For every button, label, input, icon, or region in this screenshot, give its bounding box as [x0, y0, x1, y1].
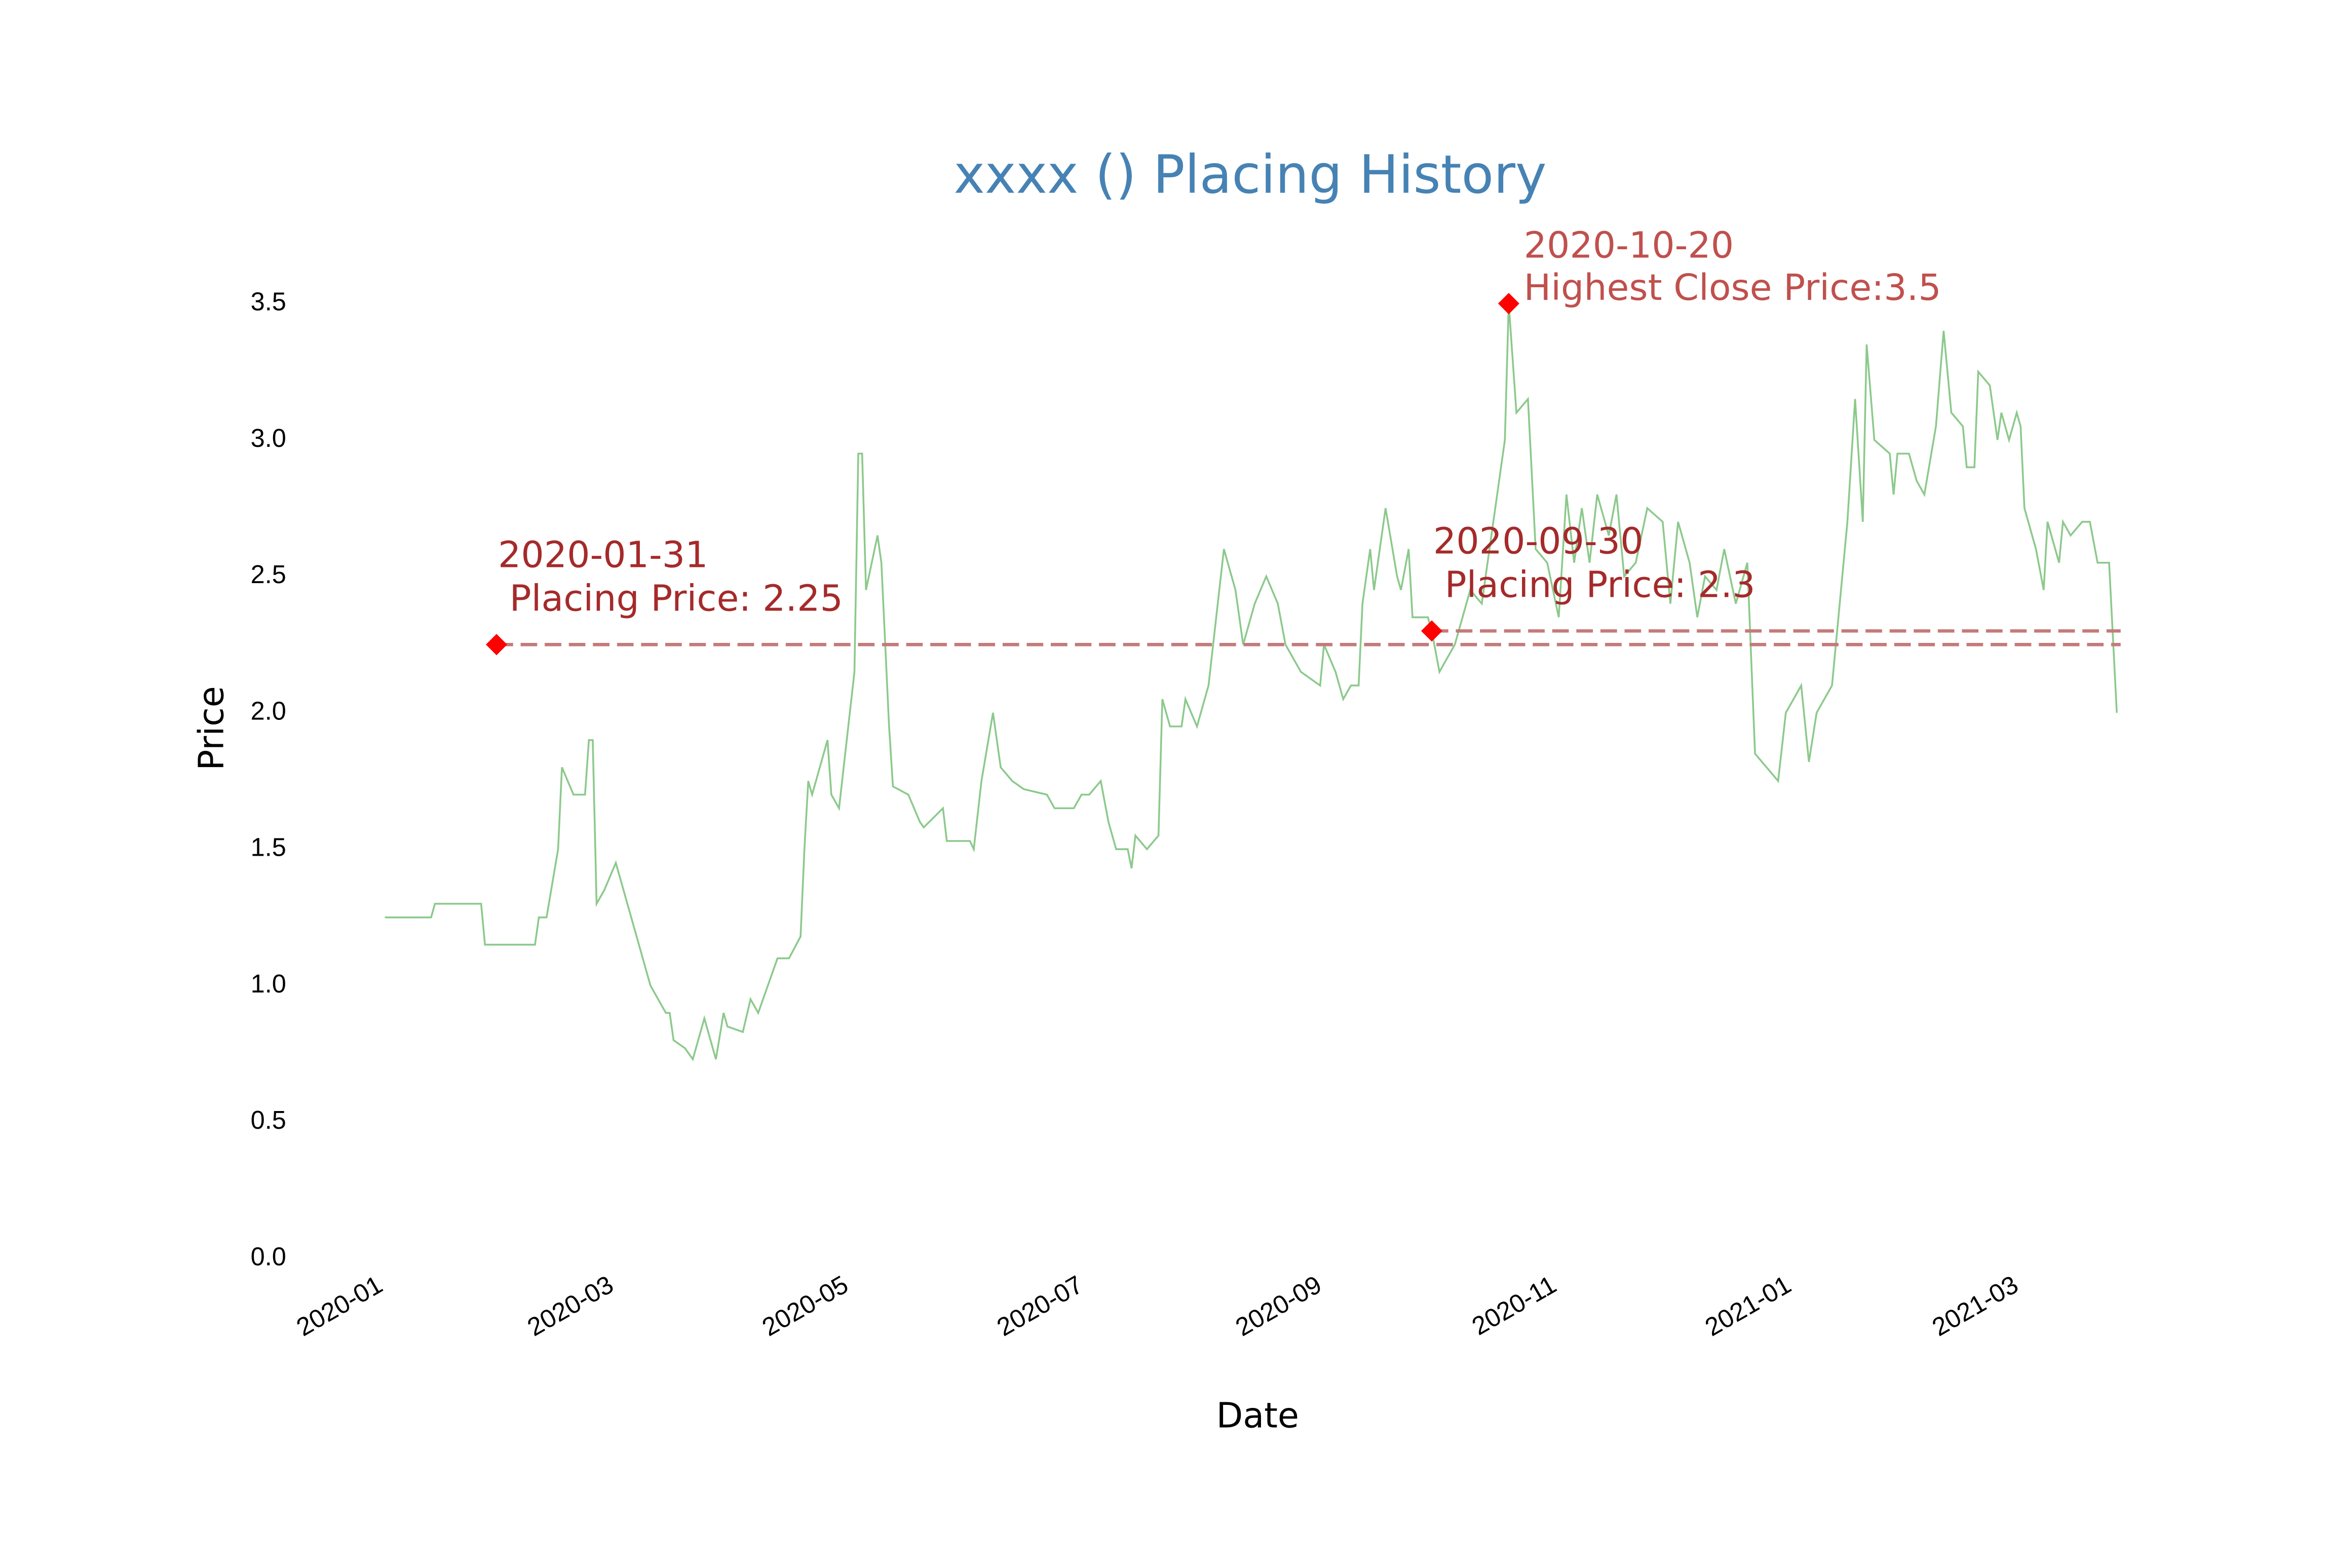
- y-tick-label: 2.0: [251, 696, 286, 725]
- annotation-text: Placing Price: 2.3: [1433, 564, 1756, 606]
- y-tick-label: 3.0: [251, 424, 286, 452]
- annotation-marker: [485, 634, 508, 656]
- price-line: [385, 303, 2118, 1061]
- annotation-date: 2020-10-20: [1524, 224, 1734, 266]
- y-tick-label: 2.5: [251, 560, 286, 589]
- annotation-date: 2020-01-31: [498, 533, 708, 576]
- y-tick-label: 1.0: [251, 969, 286, 998]
- y-tick-label: 3.5: [251, 287, 286, 316]
- annotation-text: Highest Close Price:3.5: [1524, 266, 1941, 309]
- y-axis-title: Price: [192, 686, 232, 771]
- annotation-text: Placing Price: 2.25: [498, 578, 843, 620]
- chart-title: xxxx () Placing History: [953, 144, 1546, 206]
- x-axis-title: Date: [1216, 1396, 1299, 1436]
- annotation-date: 2020-09-30: [1433, 520, 1644, 562]
- y-tick-label: 0.0: [251, 1242, 286, 1271]
- y-tick-label: 1.5: [251, 833, 286, 862]
- y-tick-label: 0.5: [251, 1105, 286, 1134]
